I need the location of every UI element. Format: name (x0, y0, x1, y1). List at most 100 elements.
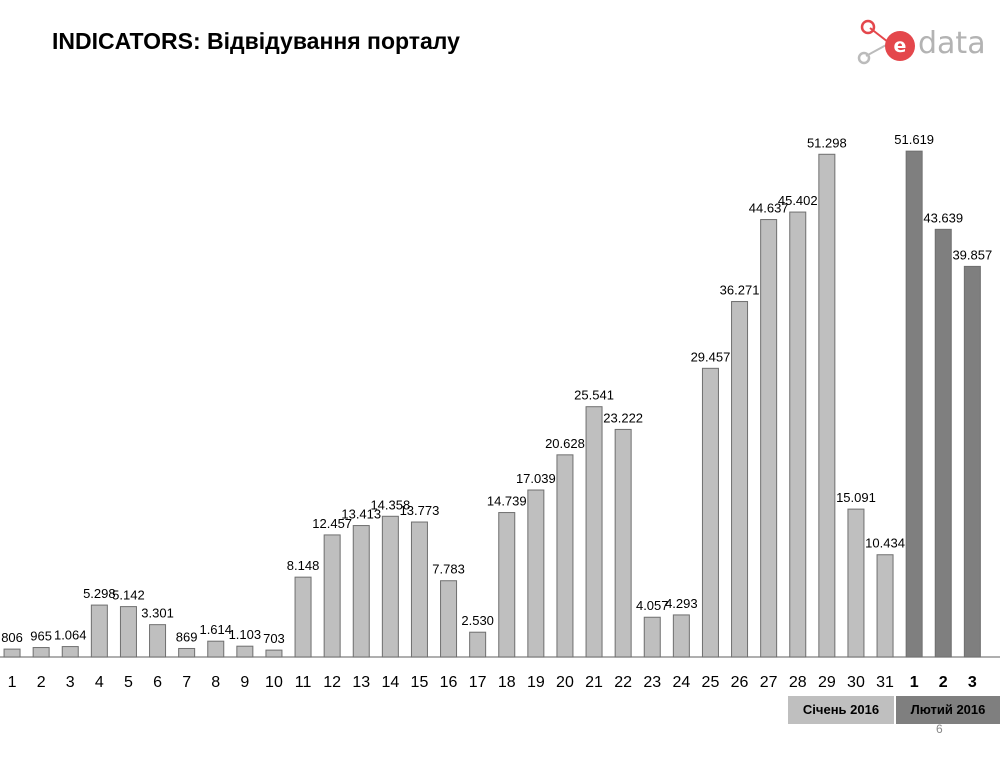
molecule-icon (857, 19, 915, 65)
x-tick-label: 3 (66, 674, 75, 691)
bar-feb-3 (963, 265, 981, 658)
x-tick-label: 2 (37, 674, 46, 691)
data-label: 4.293 (665, 596, 698, 611)
data-label: 7.783 (432, 562, 465, 577)
data-label: 39.857 (952, 247, 992, 262)
x-tick-label: 16 (440, 674, 458, 691)
bar-jan-12 (323, 534, 341, 658)
bar-feb-2 (934, 228, 952, 658)
x-tick-label: 10 (265, 674, 283, 691)
data-label: 25.541 (574, 388, 614, 403)
data-label: 14.739 (487, 494, 527, 509)
bar-jan-21 (585, 406, 603, 658)
bar-jan-24 (672, 614, 690, 658)
data-label: 2.530 (461, 613, 494, 628)
x-tick-label: 5 (124, 674, 133, 691)
data-label: 5.298 (83, 586, 116, 601)
page-title: INDICATORS: Відвідування порталу (52, 28, 460, 54)
x-tick-label: 2 (939, 674, 948, 691)
data-label: 43.639 (923, 210, 963, 225)
x-tick-label: 31 (876, 674, 894, 691)
bar-jan-25 (701, 367, 719, 658)
bar-jan-7 (178, 647, 196, 658)
x-tick-label: 25 (702, 674, 720, 691)
data-label: 1.614 (199, 622, 232, 637)
bar-jan-26 (731, 301, 749, 658)
bar-jan-29 (818, 153, 836, 658)
data-label: 51.619 (894, 132, 934, 147)
bar-jan-8 (207, 640, 225, 658)
data-label: 44.637 (749, 201, 789, 216)
data-label: 5.142 (112, 588, 145, 603)
data-label: 806 (1, 630, 23, 645)
data-label: 703 (263, 631, 285, 646)
bar-jan-10 (265, 649, 283, 658)
data-label: 14.358 (370, 497, 410, 512)
bar-jan-18 (498, 512, 516, 658)
bar-jan-27 (760, 219, 778, 658)
bar-jan-3 (61, 646, 79, 658)
x-tick-label: 6 (153, 674, 162, 691)
data-label: 23.222 (603, 410, 643, 425)
x-tick-label: 22 (614, 674, 632, 691)
data-label: 1.064 (54, 628, 87, 643)
x-tick-label: 18 (498, 674, 516, 691)
bar-jan-22 (614, 428, 632, 658)
x-tick-label: 29 (818, 674, 836, 691)
x-tick-label: 4 (95, 674, 104, 691)
x-tick-label: 15 (411, 674, 429, 691)
x-tick-label: 1 (8, 674, 17, 691)
bar-jan-6 (149, 624, 167, 658)
bar-jan-19 (527, 489, 545, 658)
data-label: 3.301 (141, 606, 174, 621)
x-tick-label: 28 (789, 674, 807, 691)
bar-jan-16 (440, 580, 458, 658)
x-tick-label: 30 (847, 674, 865, 691)
legend-january: Січень 2016 (788, 696, 894, 724)
data-label: 45.402 (778, 193, 818, 208)
legend-february: Лютий 2016 (896, 696, 1000, 724)
bar-jan-23 (643, 616, 661, 658)
bar-jan-14 (381, 515, 399, 658)
bar-jan-1 (3, 648, 21, 658)
data-label: 17.039 (516, 471, 556, 486)
data-label: 13.773 (400, 503, 440, 518)
data-label: 4.057 (636, 598, 669, 613)
data-label: 36.271 (720, 283, 760, 298)
x-tick-label: 27 (760, 674, 778, 691)
bar-jan-30 (847, 508, 865, 658)
x-tick-label: 24 (672, 674, 690, 691)
data-label: 8.148 (287, 558, 320, 573)
page-number: 6 (936, 722, 943, 736)
data-label: 10.434 (865, 536, 905, 551)
x-tick-label: 23 (643, 674, 661, 691)
x-tick-label: 26 (731, 674, 749, 691)
x-tick-label: 1 (910, 674, 919, 691)
x-tick-label: 3 (968, 674, 977, 691)
data-label: 869 (176, 629, 198, 644)
bar-jan-20 (556, 454, 574, 658)
bar-jan-2 (32, 647, 50, 658)
bar-jan-28 (789, 211, 807, 658)
data-label: 13.413 (341, 507, 381, 522)
x-tick-label: 14 (381, 674, 399, 691)
bar-jan-13 (352, 525, 370, 658)
x-tick-label: 17 (469, 674, 487, 691)
x-tick-label: 19 (527, 674, 545, 691)
data-label: 1.103 (229, 627, 262, 642)
logo-text: data (918, 26, 986, 61)
bar-jan-9 (236, 645, 254, 658)
data-label: 29.457 (691, 349, 731, 364)
bar-jan-4 (90, 604, 108, 658)
x-tick-label: 7 (182, 674, 191, 691)
bar-jan-31 (876, 554, 894, 658)
data-label: 51.298 (807, 135, 847, 150)
logo-letter: e (894, 35, 907, 57)
x-tick-label: 11 (295, 674, 312, 691)
x-tick-label: 12 (323, 674, 341, 691)
x-tick-label: 8 (211, 674, 220, 691)
x-tick-label: 9 (240, 674, 249, 691)
bar-jan-5 (119, 606, 137, 658)
x-tick-label: 20 (556, 674, 574, 691)
bar-jan-17 (469, 631, 487, 658)
